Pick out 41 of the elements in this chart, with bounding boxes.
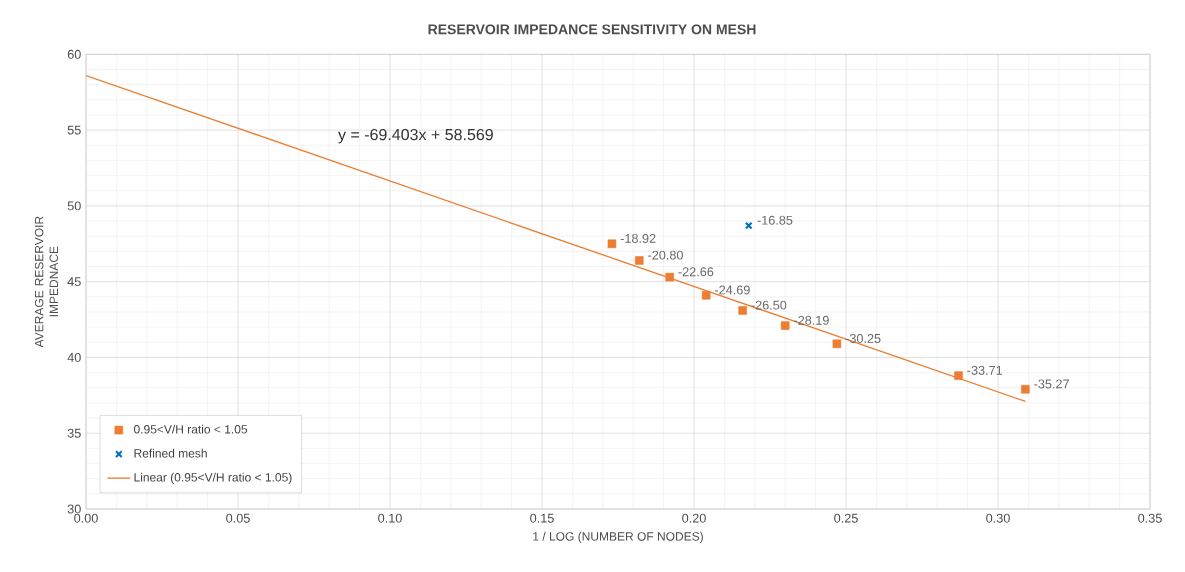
x-tick-label: 0.20 <box>682 513 706 523</box>
annotation: -26.50 <box>751 300 787 310</box>
x-tick-label: 0.05 <box>226 513 250 523</box>
y-tick-label: 30 <box>67 504 81 514</box>
annotation: -18.92 <box>620 233 656 243</box>
y-tick-label: 40 <box>67 352 81 362</box>
point <box>701 291 711 300</box>
x-tick-label: 0.00 <box>74 513 98 523</box>
annotation: -20.80 <box>648 250 683 260</box>
annotation: -22.66 <box>678 267 714 277</box>
annotation: -28.19 <box>794 315 829 325</box>
x-tick-label: 0.25 <box>834 513 858 523</box>
point <box>954 371 963 380</box>
point <box>1021 385 1030 394</box>
annotation: -24.69 <box>715 285 750 295</box>
y-axis-title: AVERAGE RESERVOIR IMPEDNACE <box>34 216 59 348</box>
annotation: -30.25 <box>845 333 881 343</box>
point <box>832 339 842 349</box>
y-tick-label: 50 <box>67 201 81 211</box>
y-tick-label: 60 <box>67 49 81 59</box>
y-tick-label: 55 <box>67 125 81 135</box>
annotation: -33.71 <box>967 365 1003 375</box>
point <box>665 272 674 282</box>
legend-label: 0.95<V/H ratio < 1.05 <box>133 424 248 434</box>
x-tick-label: 0.10 <box>378 513 402 523</box>
annotation: -35.27 <box>1034 379 1069 389</box>
point <box>780 321 790 330</box>
legend-label: Linear (0.95<V/H ratio < 1.05) <box>134 472 292 484</box>
legend-label: Refined mesh <box>134 448 207 458</box>
point <box>635 256 644 265</box>
x-tick-label: 0.15 <box>530 513 554 523</box>
annotation: y = -69.403x + 58.569 <box>338 128 493 144</box>
x-tick-label: 0.35 <box>1138 513 1162 523</box>
annotation: -16.85 <box>757 215 793 225</box>
point <box>607 239 617 249</box>
point <box>738 306 747 315</box>
x-axis-title: 1 / LOG (NUMBER OF NODES) <box>533 531 703 544</box>
x-tick-label: 0.30 <box>986 513 1010 523</box>
chart-title: RESERVOIR IMPEDANCE SENSITIVITY ON MESH <box>428 24 756 35</box>
y-tick-label: 35 <box>67 428 81 438</box>
y-tick-label: 45 <box>67 277 81 287</box>
